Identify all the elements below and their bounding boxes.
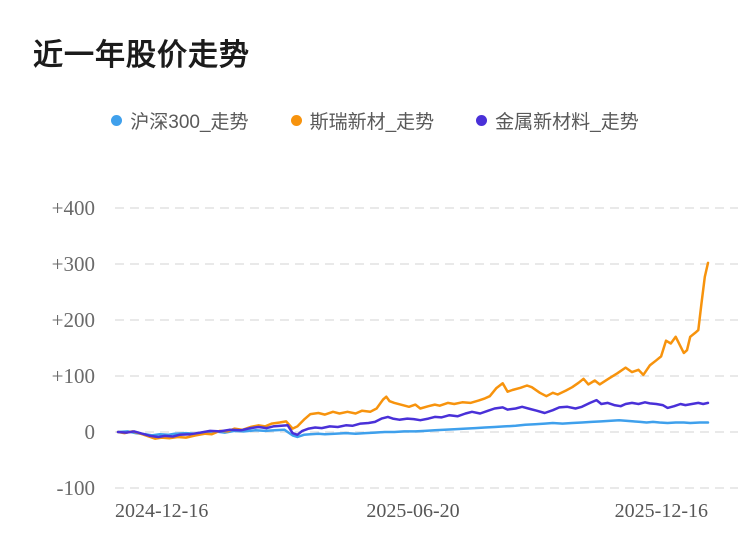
- y-axis-label: +200: [52, 308, 95, 332]
- y-axis-label: +300: [52, 252, 95, 276]
- x-axis-label: 2024-12-16: [115, 500, 208, 522]
- legend-dot-icon: [476, 115, 488, 126]
- page-title: 近一年股价走势: [33, 39, 250, 72]
- legend-dot-icon: [111, 115, 123, 126]
- x-axis-label: 2025-06-20: [366, 500, 459, 522]
- legend-item-hs300[interactable]: 沪深300_走势: [111, 107, 249, 134]
- chart-legend: 沪深300_走势 斯瑞新材_走势 金属新材料_走势: [0, 107, 750, 134]
- legend-label: 金属新材料_走势: [495, 112, 639, 133]
- y-axis-label: +100: [52, 364, 95, 388]
- y-axis-label: 0: [85, 420, 96, 444]
- legend-dot-icon: [290, 115, 302, 126]
- series-line-1: [116, 261, 710, 440]
- y-axis-label: -100: [57, 476, 96, 500]
- legend-label: 斯瑞新材_走势: [309, 112, 435, 133]
- legend-item-metal-new-materials[interactable]: 金属新材料_走势: [476, 107, 639, 134]
- legend-label: 沪深300_走势: [130, 112, 249, 133]
- y-axis-label: +400: [52, 196, 95, 220]
- series-line-2: [116, 398, 710, 439]
- x-axis-label: 2025-12-16: [615, 500, 708, 522]
- legend-item-sirui[interactable]: 斯瑞新材_走势: [290, 107, 435, 134]
